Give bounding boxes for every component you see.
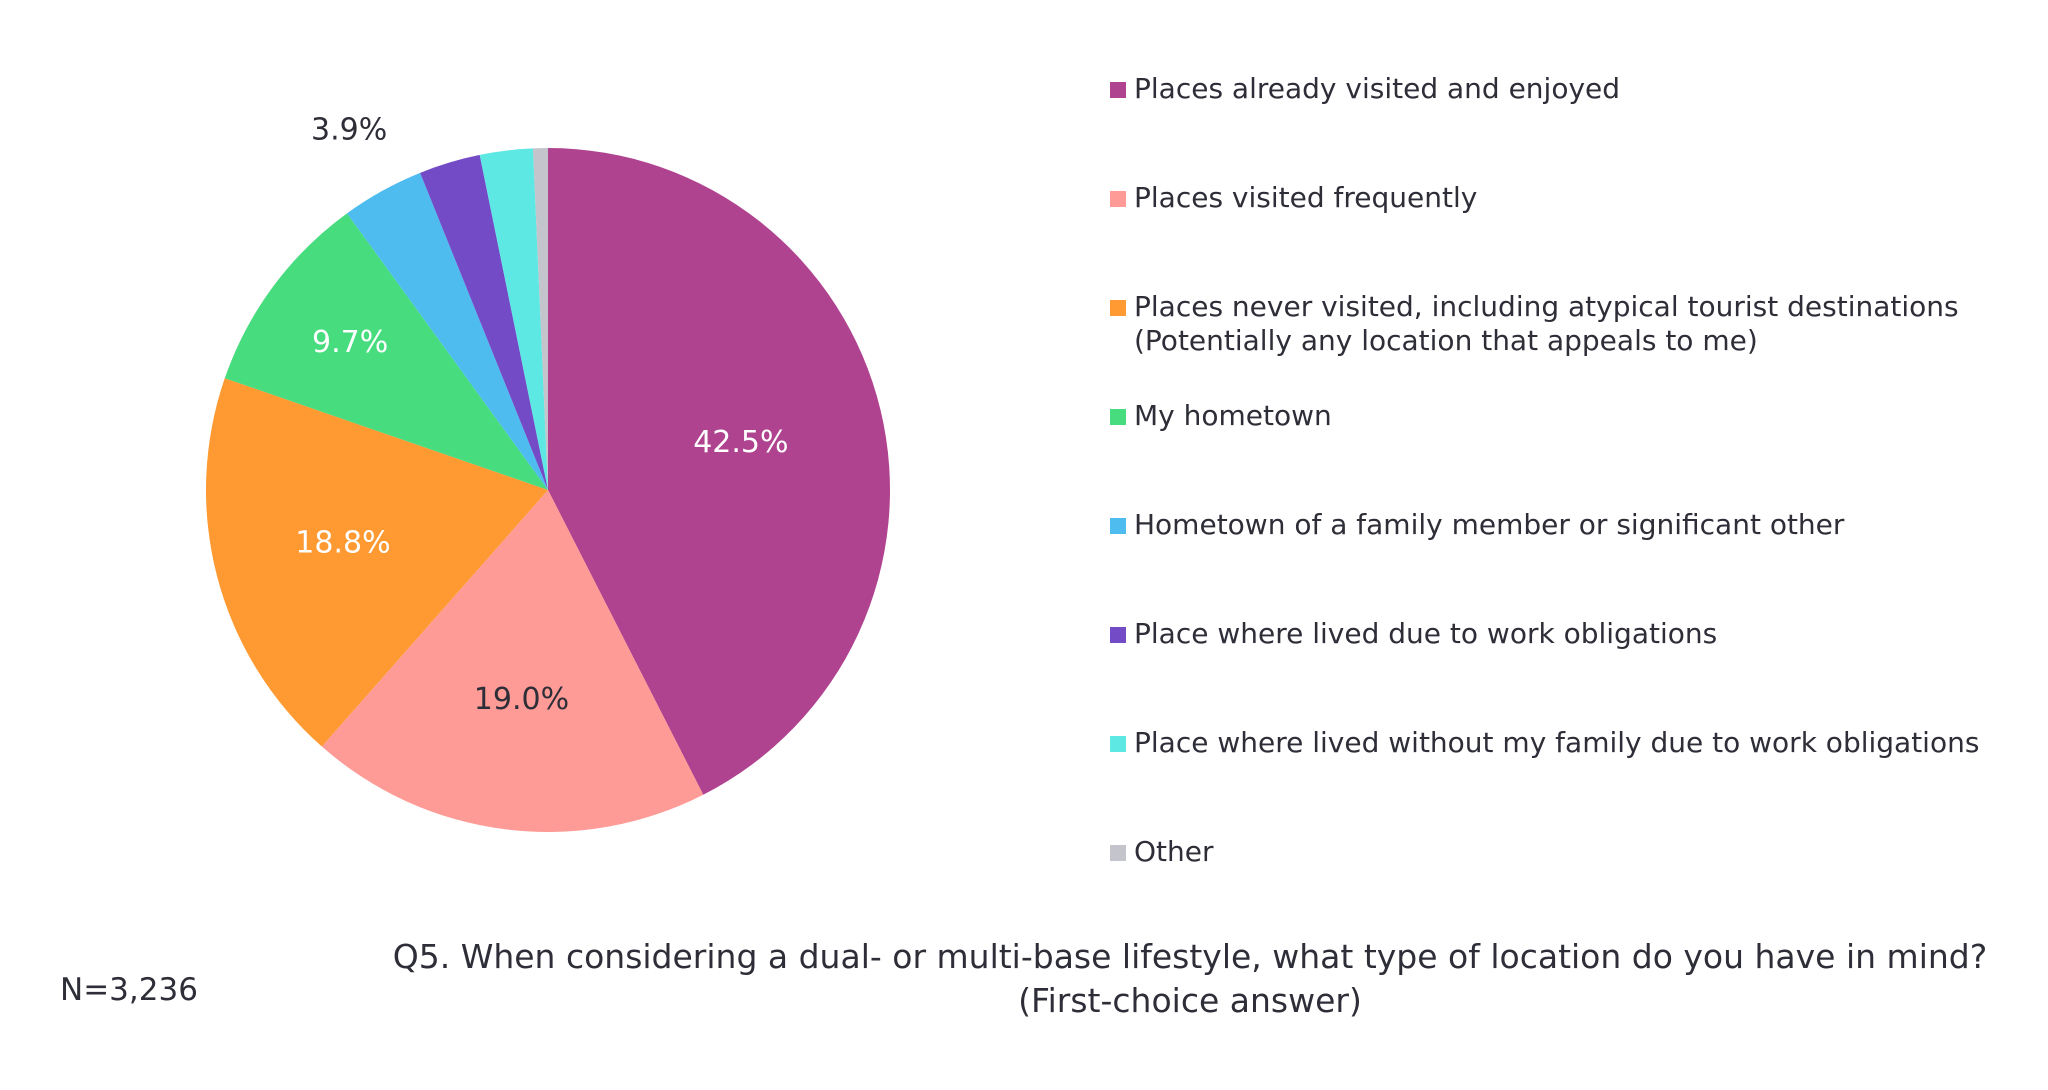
legend-label: Hometown of a family member or significa… [1134, 508, 1845, 541]
legend-swatch [1110, 300, 1126, 316]
legend-label: Places already visited and enjoyed [1134, 72, 1621, 105]
legend-label: Place where lived without my family due … [1134, 726, 1980, 759]
legend-swatch [1110, 736, 1126, 752]
legend-swatch [1110, 627, 1126, 643]
slice-data-label: 3.9% [311, 112, 387, 147]
slice-data-label: 9.7% [312, 325, 388, 360]
pie-slice [479, 148, 548, 490]
legend-swatch [1110, 518, 1126, 534]
legend-item: Place where lived due to work obligation… [1110, 617, 1717, 651]
pie-slice [224, 213, 548, 490]
legend-label: Places never visited, including atypical… [1134, 290, 1959, 357]
legend-item: Hometown of a family member or significa… [1110, 508, 1844, 542]
pie-slice [420, 154, 548, 490]
legend-swatch [1110, 191, 1126, 207]
pie-slice [532, 148, 548, 490]
slice-data-label: 18.8% [295, 526, 390, 561]
pie-slice [548, 148, 890, 795]
legend-label: Other [1134, 835, 1214, 868]
slice-data-label: 42.5% [693, 425, 788, 460]
pie-slice [205, 378, 549, 747]
legend-item: Places visited frequently [1110, 181, 1477, 215]
legend-item: Places already visited and enjoyed [1110, 72, 1620, 106]
legend-swatch [1110, 82, 1126, 98]
legend-label: Places visited frequently [1134, 181, 1478, 214]
pie-slices [205, 148, 890, 832]
legend-swatch [1110, 845, 1126, 861]
pie-slice [321, 490, 704, 832]
legend-item: Places never visited, including atypical… [1110, 290, 1959, 358]
legend-label: Place where lived due to work obligation… [1134, 617, 1718, 650]
pie-slice [346, 172, 548, 490]
legend-label: My hometown [1134, 399, 1332, 432]
legend-swatch [1110, 409, 1126, 425]
legend-item: Place where lived without my family due … [1110, 726, 1979, 760]
legend-item: My hometown [1110, 399, 1332, 433]
question-caption: Q5. When considering a dual- or multi-ba… [392, 937, 1988, 1020]
sample-size-label: N=3,236 [60, 972, 198, 1008]
pie-data-labels: 42.5% 19.0% 18.8% 9.7% 3.9% [295, 112, 788, 716]
legend-item: Other [1110, 835, 1214, 869]
slice-data-label: 19.0% [474, 682, 569, 717]
